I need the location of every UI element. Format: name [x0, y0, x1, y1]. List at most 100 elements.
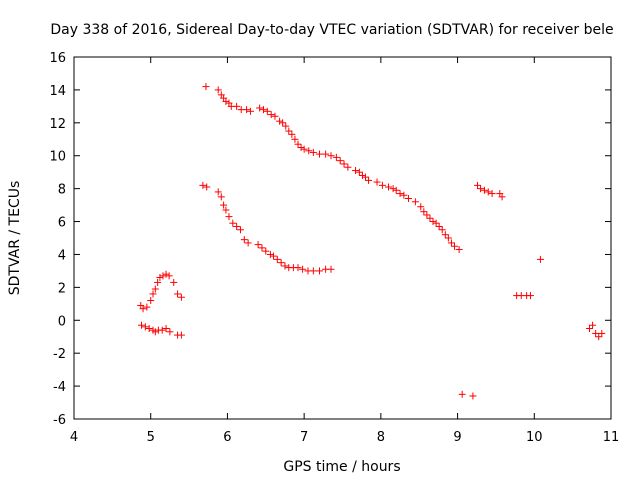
data-point [147, 297, 155, 305]
data-point [586, 325, 594, 332]
data-point [225, 213, 233, 221]
data-point [262, 247, 270, 255]
data-point [488, 190, 496, 198]
data-point [149, 290, 157, 298]
data-point [233, 102, 241, 110]
x-tick-label: 7 [300, 430, 308, 445]
data-point [202, 83, 210, 91]
data-point [458, 390, 466, 398]
data-point [297, 144, 305, 151]
data-point [423, 211, 431, 219]
data-point [411, 198, 419, 206]
x-tick-label: 6 [223, 430, 231, 445]
x-tick-label: 10 [526, 430, 543, 445]
x-tick-label: 5 [147, 430, 155, 445]
data-point [271, 112, 279, 120]
data-point [154, 278, 162, 286]
data-point [309, 148, 317, 156]
data-point [474, 181, 482, 189]
plot-frame [73, 56, 612, 420]
data-point [373, 178, 381, 186]
data-point [432, 219, 440, 227]
data-point [236, 226, 244, 234]
y-tick-label: 12 [49, 117, 66, 132]
data-point [477, 185, 485, 193]
data-points [137, 83, 606, 400]
y-tick-label: 8 [58, 183, 66, 198]
data-point [378, 181, 386, 189]
data-point [455, 246, 463, 254]
data-point [139, 305, 147, 313]
data-point [267, 111, 275, 119]
data-point [277, 259, 285, 267]
data-point [309, 267, 317, 275]
data-point [151, 328, 159, 336]
y-tick-label: -4 [53, 380, 66, 395]
data-point [480, 186, 488, 194]
data-point [162, 270, 170, 278]
data-point [526, 292, 534, 300]
data-point [404, 195, 412, 203]
data-point [358, 171, 366, 179]
data-point [362, 173, 370, 181]
data-point [340, 160, 348, 168]
y-tick-label: -6 [53, 413, 66, 428]
data-point [256, 104, 264, 112]
data-point [322, 150, 330, 158]
data-point [365, 176, 373, 184]
data-point [151, 285, 159, 293]
y-tick-label: 2 [58, 281, 66, 296]
data-point [451, 242, 459, 250]
data-point [138, 321, 146, 329]
x-tick-label: 11 [603, 430, 620, 445]
data-point [217, 193, 225, 201]
data-point [288, 130, 296, 138]
y-tick-label: -2 [53, 347, 66, 362]
data-point [315, 267, 323, 275]
data-point [355, 168, 363, 176]
data-point [258, 244, 266, 252]
data-point [327, 152, 335, 160]
data-point [203, 183, 211, 191]
data-point [177, 293, 185, 301]
data-point [396, 190, 404, 198]
data-point [214, 188, 222, 196]
data-point [352, 167, 360, 175]
x-tick-label: 9 [453, 430, 461, 445]
data-point [536, 255, 544, 263]
y-tick-label: 16 [49, 51, 66, 66]
y-tick-label: 14 [49, 84, 66, 99]
data-point [305, 147, 313, 155]
x-axis-label: GPS time / hours [283, 459, 400, 475]
data-point [273, 255, 281, 263]
y-axis: -6 -4 -2 0 2 4 6 8 10 12 14 16 [49, 51, 611, 428]
data-point [498, 193, 506, 201]
data-point [177, 331, 185, 339]
data-point [344, 163, 352, 171]
data-point [595, 333, 603, 341]
data-point [299, 265, 307, 273]
data-point [598, 329, 606, 337]
data-point [276, 117, 284, 125]
data-point [336, 157, 344, 165]
data-point [389, 185, 397, 193]
data-point [426, 214, 434, 222]
data-point [281, 262, 289, 270]
data-point [214, 86, 222, 94]
x-axis: 4 5 6 7 8 9 10 11 [70, 57, 619, 445]
data-point [229, 219, 237, 227]
data-point [469, 392, 477, 400]
data-point [143, 303, 151, 311]
data-point [592, 329, 600, 337]
data-point [589, 321, 597, 329]
data-point [417, 203, 425, 211]
data-point [447, 239, 455, 247]
data-point [141, 323, 149, 331]
data-point [159, 272, 167, 280]
data-point [294, 140, 302, 148]
data-point [166, 328, 174, 336]
y-axis-label: SDTVAR / TECUs [7, 181, 23, 296]
data-point [244, 239, 252, 247]
data-point [240, 236, 248, 244]
